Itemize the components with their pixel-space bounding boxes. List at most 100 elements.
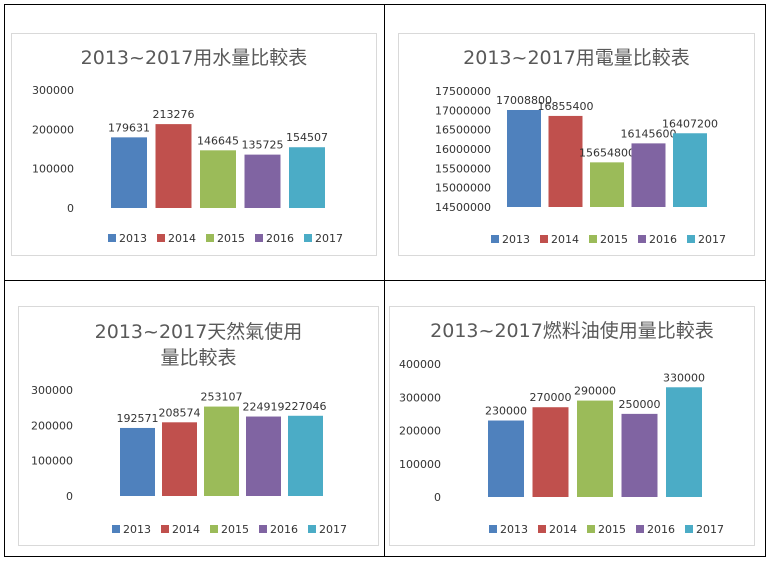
legend-label-2015: 2015	[221, 523, 249, 536]
y-tick-label: 300000	[399, 391, 441, 404]
legend-label-2017: 2017	[696, 523, 724, 536]
data-label-2015: 15654800	[579, 146, 635, 159]
legend-swatch-2015	[587, 525, 595, 533]
legend-swatch-2014	[538, 525, 546, 533]
bar-2013	[120, 427, 155, 496]
data-label-2014: 270000	[530, 391, 572, 404]
chart-natural-gas-title-line-1: 2013~2017天然氣使用	[95, 321, 303, 343]
legend-label-2013: 2013	[119, 232, 147, 245]
legend-label-2014: 2014	[168, 232, 196, 245]
legend-swatch-2014	[161, 525, 169, 533]
data-label-2014: 16855400	[538, 100, 594, 113]
legend-swatch-2016	[636, 525, 644, 533]
legend-label-2016: 2016	[270, 523, 298, 536]
bar-2013	[507, 109, 541, 207]
legend-swatch-2017	[308, 525, 316, 533]
y-tick-label: 17000000	[435, 104, 491, 117]
y-tick-label: 0	[434, 491, 441, 504]
legend-label-2017: 2017	[698, 233, 726, 246]
legend-label-2016: 2016	[647, 523, 675, 536]
y-tick-label: 17500000	[435, 85, 491, 98]
legend-label-2015: 2015	[598, 523, 626, 536]
legend-label-2013: 2013	[502, 233, 530, 246]
y-tick-label: 15000000	[435, 182, 491, 195]
table-border-left	[4, 4, 5, 557]
bar-2017	[289, 147, 325, 208]
data-label-2015: 146645	[197, 134, 239, 147]
legend-swatch-2017	[685, 525, 693, 533]
legend-label-2013: 2013	[500, 523, 528, 536]
outer-table-grid	[4, 4, 766, 557]
chart-water-title-line-1: 2013~2017用水量比較表	[81, 47, 308, 69]
y-tick-label: 300000	[32, 84, 74, 97]
bar-2014	[162, 422, 197, 496]
bar-2017	[673, 133, 707, 207]
legend-swatch-2013	[489, 525, 497, 533]
chart-natural-gas: 2013~2017天然氣使用 量比較表 0 100000 200000 300000 192…	[18, 306, 379, 546]
bar-2015	[590, 162, 624, 207]
legend-swatch-2017	[687, 235, 695, 243]
legend-swatch-2015	[210, 525, 218, 533]
bar-2013	[111, 137, 147, 208]
data-label-2013: 179631	[108, 121, 150, 134]
legend-swatch-2013	[491, 235, 499, 243]
legend-label-2016: 2016	[649, 233, 677, 246]
legend-label-2015: 2015	[217, 232, 245, 245]
bar-2016	[621, 413, 658, 497]
bar-2017	[666, 387, 702, 497]
legend-label-2017: 2017	[319, 523, 347, 536]
data-label-2017: 154507	[286, 131, 328, 144]
y-tick-label: 300000	[31, 384, 73, 397]
data-label-2017: 16407200	[662, 117, 718, 130]
chart-electricity: 2013~2017用電量比較表 14500000 15000000 15500000 1…	[398, 33, 755, 256]
bar-2015	[204, 406, 239, 496]
data-label-2016: 16145600	[621, 127, 677, 140]
bar-2015	[200, 150, 236, 208]
y-tick-label: 100000	[32, 163, 74, 176]
legend-label-2014: 2014	[551, 233, 579, 246]
bar-2014	[548, 115, 583, 207]
y-tick-label: 0	[66, 490, 73, 503]
chart-water-svg: 2013~2017用水量比較表 0 100000 200000 300000 179631…	[32, 47, 343, 245]
table-border-right	[765, 4, 766, 557]
y-tick-label: 400000	[399, 358, 441, 371]
y-tick-label: 200000	[32, 123, 74, 136]
legend-label-2015: 2015	[600, 233, 628, 246]
data-label-2014: 208574	[159, 406, 201, 419]
legend-swatch-2016	[259, 525, 267, 533]
y-tick-label: 200000	[399, 425, 441, 438]
data-label-2013: 192571	[117, 412, 159, 425]
y-tick-label: 16500000	[435, 124, 491, 137]
data-label-2017: 227046	[285, 400, 327, 413]
legend-swatch-2014	[157, 234, 165, 242]
chart-water: 2013~2017用水量比較表 0 100000 200000 300000 179631…	[11, 33, 377, 256]
data-label-2014: 213276	[153, 108, 195, 121]
chart-natural-gas-title-line-2: 量比較表	[160, 347, 236, 369]
chart-electricity-svg: 2013~2017用電量比較表 14500000 15000000 15500000 1…	[435, 47, 726, 246]
bar-2014	[155, 124, 192, 208]
legend-label-2017: 2017	[315, 232, 343, 245]
legend-swatch-2014	[540, 235, 548, 243]
data-label-2015: 253107	[201, 391, 243, 404]
legend-swatch-2015	[589, 235, 597, 243]
table-border-top	[4, 4, 766, 5]
legend-swatch-2016	[638, 235, 646, 243]
legend-label-2013: 2013	[123, 523, 151, 536]
legend-swatch-2017	[304, 234, 312, 242]
data-label-2013: 230000	[485, 405, 527, 418]
data-label-2016: 135725	[242, 139, 284, 152]
bar-2015	[577, 400, 613, 497]
bar-2016	[244, 154, 281, 208]
table-border-middle	[4, 280, 766, 281]
y-tick-label: 14500000	[435, 201, 491, 214]
table-border-center	[384, 4, 385, 557]
chart-fuel-oil-svg: 2013~2017燃料油使用量比較表 0 100000 200000 300000 400…	[399, 320, 724, 536]
y-tick-label: 100000	[31, 455, 73, 468]
y-tick-label: 0	[67, 202, 74, 215]
data-label-2017: 330000	[663, 371, 705, 384]
legend-swatch-2013	[108, 234, 116, 242]
legend-swatch-2016	[255, 234, 263, 242]
legend-swatch-2013	[112, 525, 120, 533]
data-label-2016: 224919	[243, 401, 285, 414]
